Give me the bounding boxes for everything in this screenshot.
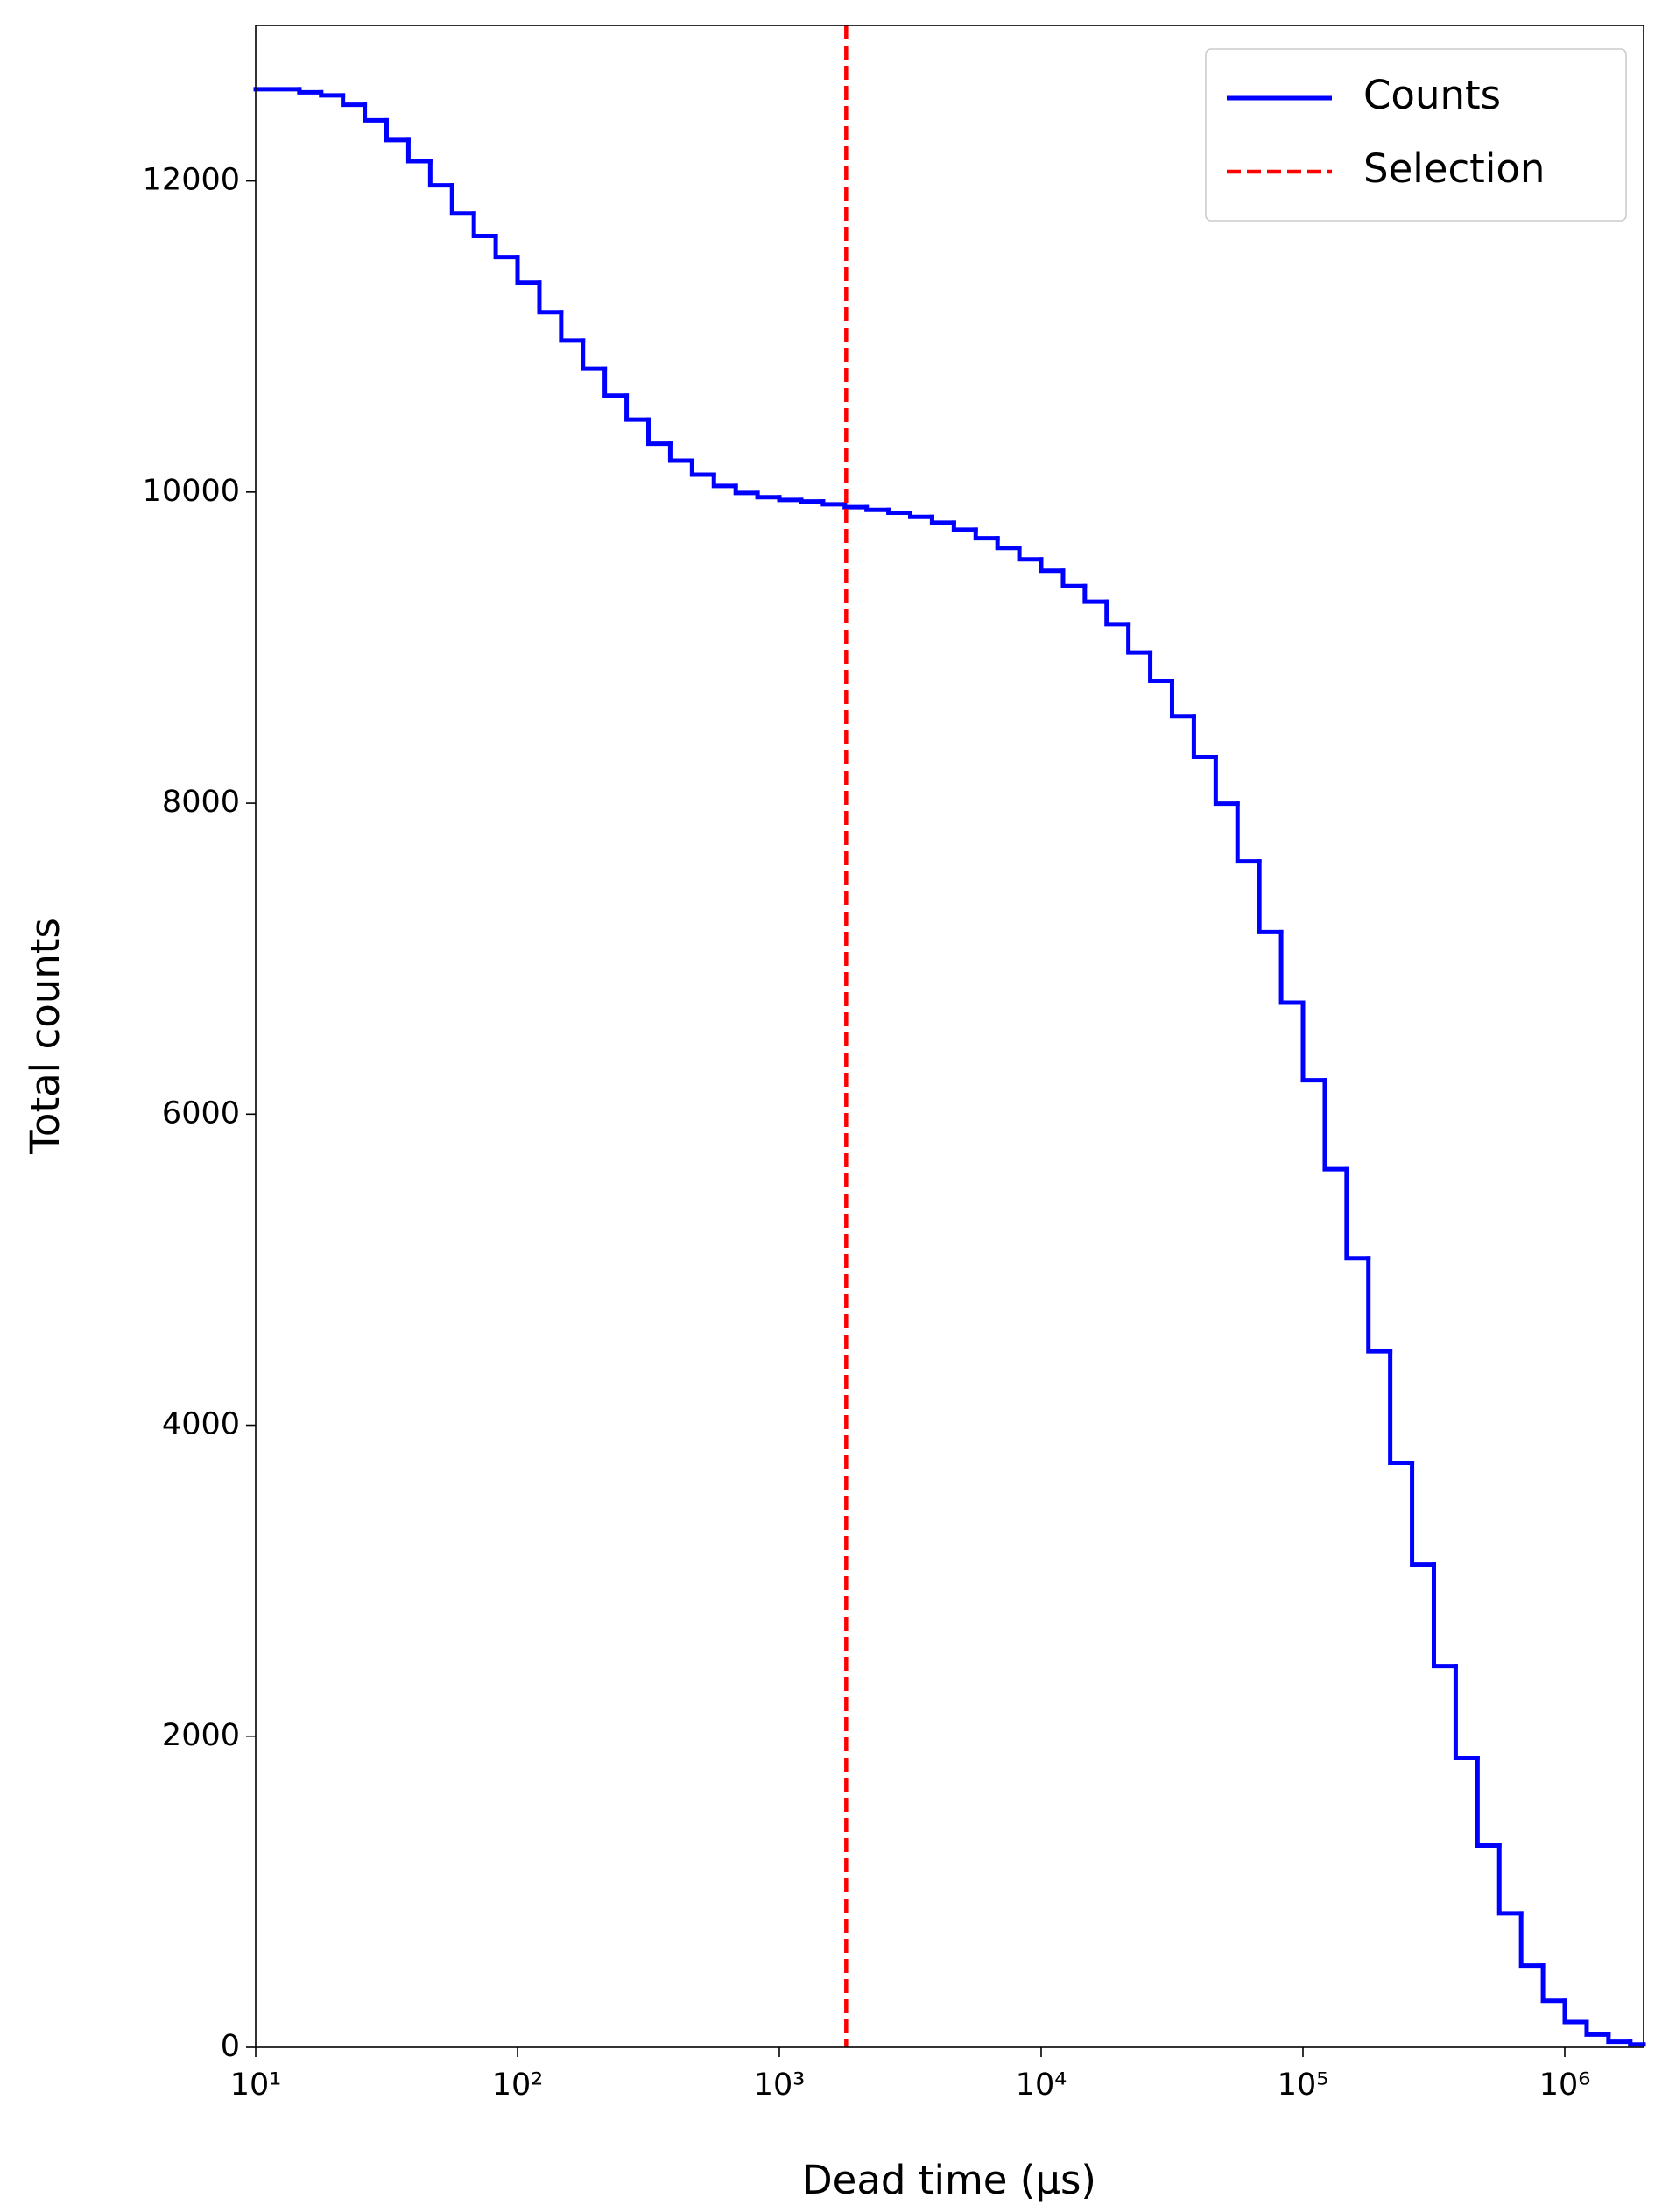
step bbox=[886, 507, 912, 515]
x-axis-label: Dead time (μs) bbox=[802, 2157, 1096, 2203]
step bbox=[1366, 1256, 1393, 1354]
step bbox=[471, 211, 498, 238]
step bbox=[624, 393, 651, 422]
step bbox=[602, 366, 630, 398]
y-tick-label: 6000 bbox=[162, 1095, 240, 1131]
step bbox=[1344, 1166, 1371, 1261]
step bbox=[667, 441, 694, 463]
step bbox=[799, 497, 826, 504]
step bbox=[1257, 859, 1284, 934]
step bbox=[537, 280, 564, 315]
step bbox=[1148, 650, 1174, 683]
step bbox=[711, 472, 738, 489]
step bbox=[1235, 801, 1262, 864]
step bbox=[1060, 568, 1088, 588]
y-tick-label: 0 bbox=[221, 2029, 240, 2064]
step bbox=[297, 87, 324, 95]
step bbox=[1213, 755, 1240, 807]
step bbox=[733, 483, 760, 496]
step bbox=[1562, 1998, 1589, 2025]
step bbox=[493, 233, 520, 260]
legend-box bbox=[1205, 48, 1627, 222]
step bbox=[995, 536, 1022, 551]
step bbox=[405, 137, 433, 164]
step bbox=[427, 159, 454, 188]
step bbox=[1082, 583, 1109, 604]
x-tick-label: 10¹ bbox=[230, 2068, 282, 2103]
step bbox=[515, 255, 542, 285]
step bbox=[1388, 1349, 1415, 1466]
step bbox=[951, 520, 978, 532]
step bbox=[319, 89, 346, 98]
y-tick-label: 8000 bbox=[162, 785, 240, 820]
legend-label: Selection bbox=[1363, 145, 1545, 192]
step bbox=[1628, 2039, 1646, 2047]
plot-frame bbox=[255, 25, 1644, 2048]
step bbox=[842, 502, 870, 510]
step bbox=[820, 499, 848, 507]
step bbox=[341, 93, 368, 108]
step bbox=[363, 102, 389, 123]
x-tick-label: 10⁶ bbox=[1539, 2068, 1591, 2103]
step bbox=[1540, 1963, 1567, 2004]
x-tick-label: 10⁴ bbox=[1016, 2068, 1067, 2103]
step bbox=[864, 504, 891, 512]
step bbox=[1169, 678, 1196, 719]
step bbox=[1126, 622, 1153, 655]
x-tick-label: 10⁵ bbox=[1278, 2068, 1329, 2103]
step bbox=[1191, 714, 1218, 760]
step bbox=[689, 458, 716, 477]
step bbox=[1453, 1664, 1480, 1760]
step bbox=[1431, 1562, 1458, 1669]
step bbox=[1410, 1461, 1436, 1567]
step bbox=[559, 310, 586, 343]
step bbox=[645, 417, 673, 447]
x-tick-label: 10² bbox=[492, 2068, 544, 2103]
step bbox=[1584, 2019, 1611, 2037]
step bbox=[1606, 2032, 1633, 2045]
step bbox=[1322, 1078, 1349, 1172]
y-tick-label: 4000 bbox=[162, 1407, 240, 1442]
y-tick-label: 10000 bbox=[143, 474, 240, 509]
step bbox=[777, 495, 804, 503]
step bbox=[929, 514, 956, 525]
x-tick-label: 10³ bbox=[754, 2068, 806, 2103]
step bbox=[1496, 1842, 1524, 1916]
y-tick-label: 2000 bbox=[162, 1718, 240, 1753]
step bbox=[1104, 599, 1131, 627]
y-tick-label: 12000 bbox=[143, 163, 240, 198]
y-axis-label: Total counts bbox=[22, 918, 68, 1155]
step bbox=[1278, 929, 1306, 1005]
step bbox=[907, 510, 934, 519]
step bbox=[384, 117, 411, 143]
step bbox=[581, 338, 608, 371]
step bbox=[1039, 557, 1066, 574]
step bbox=[1518, 1911, 1546, 1969]
step bbox=[1017, 546, 1044, 562]
step bbox=[1475, 1755, 1502, 1848]
step bbox=[449, 183, 476, 216]
step bbox=[755, 490, 782, 500]
step bbox=[973, 527, 1000, 541]
legend-label: Counts bbox=[1363, 72, 1501, 118]
step bbox=[1300, 1000, 1327, 1083]
